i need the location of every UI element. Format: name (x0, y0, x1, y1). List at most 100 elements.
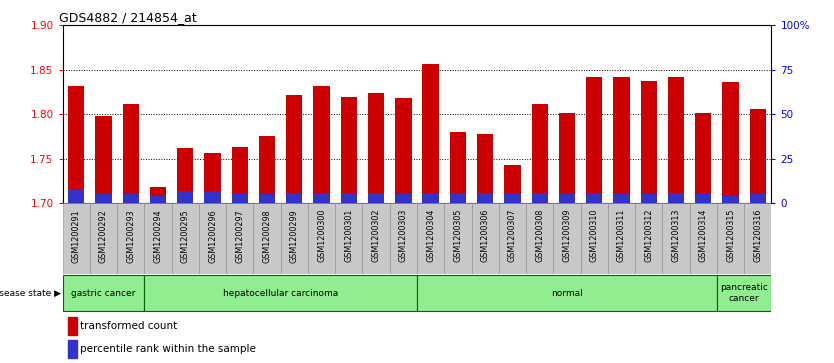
Text: GSM1200315: GSM1200315 (726, 209, 735, 262)
Bar (177, 191, 193, 203)
Bar (744, 203, 771, 274)
Bar (368, 93, 384, 203)
Bar (531, 104, 548, 203)
Bar (232, 147, 248, 203)
Text: GSM1200305: GSM1200305 (454, 209, 462, 262)
Text: GSM1200312: GSM1200312 (644, 209, 653, 262)
Text: GSM1200296: GSM1200296 (208, 209, 217, 262)
Text: normal: normal (551, 289, 583, 298)
Bar (395, 194, 411, 203)
Bar (450, 132, 466, 203)
Bar (308, 203, 335, 274)
Bar (63, 203, 90, 274)
Bar (417, 275, 717, 311)
Bar (144, 203, 172, 274)
Text: pancreatic
cancer: pancreatic cancer (721, 284, 768, 303)
Bar (722, 196, 739, 203)
Bar (68, 317, 77, 335)
Text: gastric cancer: gastric cancer (71, 289, 136, 298)
Bar (395, 98, 411, 203)
Bar (641, 194, 657, 203)
Bar (150, 196, 166, 203)
Bar (232, 194, 248, 203)
Bar (123, 194, 139, 203)
Text: disease state ▶: disease state ▶ (0, 289, 62, 298)
Text: GSM1200297: GSM1200297 (235, 209, 244, 263)
Bar (281, 203, 308, 274)
Text: percentile rank within the sample: percentile rank within the sample (80, 344, 256, 354)
Text: GSM1200295: GSM1200295 (181, 209, 190, 263)
Text: GSM1200301: GSM1200301 (344, 209, 354, 262)
Bar (526, 203, 553, 274)
Text: GDS4882 / 214854_at: GDS4882 / 214854_at (59, 11, 197, 24)
Text: GSM1200307: GSM1200307 (508, 209, 517, 262)
Text: GSM1200308: GSM1200308 (535, 209, 545, 262)
Bar (586, 77, 602, 203)
Bar (750, 109, 766, 203)
Bar (450, 193, 466, 203)
Bar (613, 77, 630, 203)
Bar (423, 64, 439, 203)
Bar (340, 193, 357, 203)
Bar (177, 148, 193, 203)
Bar (695, 194, 711, 203)
Bar (204, 191, 221, 203)
Bar (363, 203, 389, 274)
Bar (445, 203, 471, 274)
Text: GSM1200291: GSM1200291 (72, 209, 81, 262)
Bar (198, 203, 226, 274)
Text: GSM1200302: GSM1200302 (372, 209, 380, 262)
Bar (389, 203, 417, 274)
Bar (505, 194, 520, 203)
Bar (123, 104, 139, 203)
Bar (690, 203, 717, 274)
Bar (68, 86, 84, 203)
Bar (286, 95, 303, 203)
Bar (314, 86, 329, 203)
Bar (613, 194, 630, 203)
Bar (95, 194, 112, 203)
Bar (531, 193, 548, 203)
Text: GSM1200304: GSM1200304 (426, 209, 435, 262)
Text: GSM1200311: GSM1200311 (617, 209, 626, 262)
Bar (90, 203, 117, 274)
Bar (695, 113, 711, 203)
Text: hepatocellular carcinoma: hepatocellular carcinoma (223, 289, 339, 298)
Bar (144, 275, 417, 311)
Text: GSM1200316: GSM1200316 (753, 209, 762, 262)
Bar (150, 187, 166, 203)
Bar (204, 152, 221, 203)
Text: GSM1200293: GSM1200293 (126, 209, 135, 262)
Bar (750, 194, 766, 203)
Bar (471, 203, 499, 274)
Bar (95, 116, 112, 203)
Text: GSM1200306: GSM1200306 (480, 209, 490, 262)
Bar (641, 81, 657, 203)
Bar (254, 203, 281, 274)
Bar (553, 203, 580, 274)
Bar (340, 97, 357, 203)
Text: GSM1200299: GSM1200299 (289, 209, 299, 263)
Bar (314, 193, 329, 203)
Bar (580, 203, 608, 274)
Bar (668, 77, 684, 203)
Bar (477, 134, 494, 203)
Bar (505, 165, 520, 203)
Bar (68, 340, 77, 358)
Bar (722, 82, 739, 203)
Bar (636, 203, 662, 274)
Bar (117, 203, 144, 274)
Bar (226, 203, 254, 274)
Bar (559, 113, 575, 203)
Bar (286, 193, 303, 203)
Bar (717, 275, 771, 311)
Text: GSM1200294: GSM1200294 (153, 209, 163, 262)
Bar (668, 193, 684, 203)
Bar (368, 193, 384, 203)
Bar (717, 203, 744, 274)
Bar (477, 193, 494, 203)
Bar (259, 136, 275, 203)
Bar (172, 203, 198, 274)
Bar (608, 203, 636, 274)
Text: GSM1200300: GSM1200300 (317, 209, 326, 262)
